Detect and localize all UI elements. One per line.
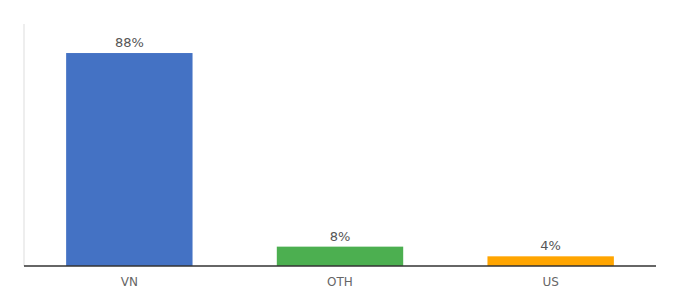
- data-label: 8%: [330, 229, 351, 244]
- data-label: 88%: [115, 35, 144, 50]
- x-axis-line: [24, 265, 656, 267]
- bars: [66, 53, 614, 266]
- y-axis-line: [24, 24, 25, 266]
- x-ticks: VN OTH US: [121, 275, 559, 289]
- chart-svg: 88% 8% 4% VN OTH US: [0, 0, 680, 300]
- x-tick-label: OTH: [327, 275, 353, 289]
- chart-container: 88% 8% 4% VN OTH US: [0, 0, 680, 300]
- bar: [277, 247, 403, 266]
- data-label: 4%: [540, 238, 561, 253]
- x-tick-label: VN: [121, 275, 138, 289]
- x-tick-label: US: [542, 275, 558, 289]
- data-labels: 88% 8% 4%: [115, 35, 561, 253]
- bar: [66, 53, 192, 266]
- bar: [487, 256, 613, 266]
